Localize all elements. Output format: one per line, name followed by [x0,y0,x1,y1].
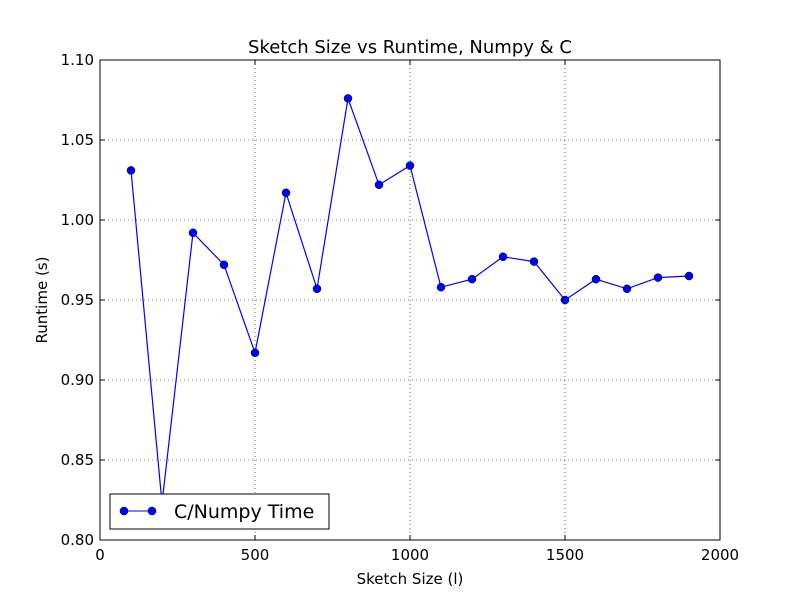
legend-marker-right [147,506,157,516]
data-point [250,348,260,358]
x-tick-label: 1000 [391,546,429,564]
data-point [560,295,570,305]
y-tick-label: 0.85 [61,451,94,469]
data-point [281,188,291,198]
y-tick-label: 0.95 [61,291,94,309]
data-point [684,271,694,281]
legend-label: C/Numpy Time [174,501,314,523]
axis-ticks: 0 500 1000 1500 2000 0.80 0.85 0.90 0.95 1.00 1.05… [61,51,740,564]
x-tick-label: 1500 [546,546,584,564]
data-point [529,257,539,266]
x-tick-label: 0 [95,546,105,564]
data-point [312,284,322,294]
data-point [653,273,663,282]
legend-marker-left [119,506,129,516]
data-point [436,282,446,292]
x-tick-label: 500 [241,546,270,564]
data-point [343,94,353,103]
data-point [591,274,601,284]
y-axis-label: Runtime (s) [33,257,51,344]
y-tick-label: 0.80 [61,531,94,549]
data-point [126,166,136,175]
chart-title: Sketch Size vs Runtime, Numpy & C [248,37,572,58]
y-tick-label: 1.00 [61,211,94,229]
data-point [622,284,632,294]
data-point [219,260,229,270]
data-point [467,274,477,284]
data-point [498,252,508,262]
x-tick-label: 2000 [701,546,739,564]
y-tick-label: 0.90 [61,371,94,389]
y-tick-label: 1.05 [61,131,94,149]
x-axis-label: Sketch Size (l) [357,570,464,588]
legend: C/Numpy Time [109,493,330,530]
data-point [405,161,415,170]
data-point [374,180,384,190]
y-tick-label: 1.10 [61,51,94,69]
data-point [188,228,198,238]
